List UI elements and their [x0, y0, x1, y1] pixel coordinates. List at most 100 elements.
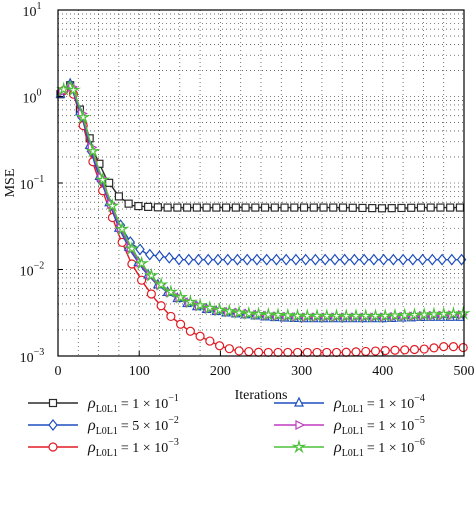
data-point [291, 253, 301, 266]
data-point [330, 253, 340, 266]
data-point [416, 306, 432, 322]
series-line [57, 83, 464, 320]
data-point [445, 305, 461, 321]
data-point [281, 253, 291, 266]
data-point [397, 307, 413, 322]
data-point [261, 253, 272, 266]
data-point [446, 203, 455, 212]
data-point [202, 203, 211, 212]
data-point [290, 203, 299, 212]
data-point [331, 347, 342, 358]
data-point [378, 253, 389, 266]
x-tick-label: 300 [291, 364, 312, 379]
data-point [419, 344, 429, 354]
legend-item: ρL0L1 = 5 × 10−2 [28, 415, 179, 437]
data-point [242, 253, 252, 266]
data-point [163, 284, 179, 299]
data-point [182, 294, 198, 309]
data-point [241, 203, 250, 212]
legend-label: ρL0L1 = 1 × 10−3 [87, 437, 179, 459]
data-point [349, 253, 360, 266]
data-point [192, 203, 201, 212]
data-point [458, 342, 468, 353]
data-point [124, 199, 133, 208]
legend-marker [48, 419, 58, 431]
data-point [185, 326, 195, 336]
y-axis-title: MSE [3, 169, 18, 198]
data-point [455, 305, 471, 320]
legend-marker [291, 439, 307, 454]
legend-label: ρL0L1 = 1 × 10−4 [333, 393, 425, 415]
data-point [183, 253, 194, 266]
data-point [292, 347, 303, 358]
data-point [398, 253, 408, 266]
data-point [244, 346, 254, 357]
data-point [253, 347, 264, 357]
series-layer [55, 77, 471, 358]
data-point [397, 203, 406, 213]
data-point [348, 203, 357, 212]
data-point [231, 203, 240, 212]
data-point [144, 248, 155, 261]
data-point [439, 342, 449, 352]
x-tick-label: 400 [372, 364, 393, 379]
data-point [406, 307, 422, 322]
data-point [214, 341, 225, 351]
data-point [193, 253, 204, 266]
y-tick-label: 10−2 [20, 261, 45, 280]
data-point [280, 203, 289, 212]
data-point [300, 253, 311, 266]
data-point [65, 82, 81, 97]
data-point [203, 253, 213, 266]
data-point [143, 267, 159, 282]
legend-item: ρL0L1 = 1 × 10−6 [274, 437, 425, 459]
data-point [153, 203, 162, 212]
data-point [144, 202, 153, 211]
data-point [195, 331, 205, 341]
data-point [56, 81, 72, 96]
data-point [310, 253, 321, 266]
data-point [312, 347, 322, 358]
data-point [427, 253, 438, 266]
data-point [205, 336, 215, 346]
legend-marker [48, 442, 58, 452]
data-point [436, 203, 445, 212]
x-tick-label: 100 [129, 364, 150, 379]
data-point [156, 301, 166, 311]
data-point [134, 201, 143, 211]
data-point [417, 253, 428, 266]
legend-marker [48, 398, 58, 408]
data-point [234, 346, 244, 356]
data-point [212, 203, 221, 212]
data-point [339, 253, 350, 266]
data-point [222, 253, 233, 266]
data-point [359, 253, 369, 266]
data-point [309, 203, 318, 212]
data-point [319, 203, 328, 212]
data-point [455, 203, 465, 212]
data-point [213, 253, 223, 266]
data-point [400, 345, 410, 355]
data-point [341, 347, 351, 357]
x-axis-title: Iterations [235, 388, 288, 403]
data-point [409, 344, 420, 355]
data-point [124, 240, 140, 256]
data-point [85, 143, 101, 158]
legend-marker [294, 396, 304, 407]
data-point [320, 253, 330, 266]
data-point [135, 243, 145, 256]
data-point [104, 198, 120, 213]
data-point [416, 203, 426, 212]
data-point [154, 250, 165, 263]
data-point [388, 253, 399, 266]
data-point [437, 253, 447, 266]
data-point [134, 255, 150, 270]
data-point [408, 253, 418, 266]
y-tick-label: 10−3 [20, 347, 45, 366]
data-point [231, 304, 247, 320]
legend-label: ρL0L1 = 1 × 10−1 [87, 393, 179, 415]
data-point [302, 347, 312, 358]
data-point [263, 347, 273, 358]
